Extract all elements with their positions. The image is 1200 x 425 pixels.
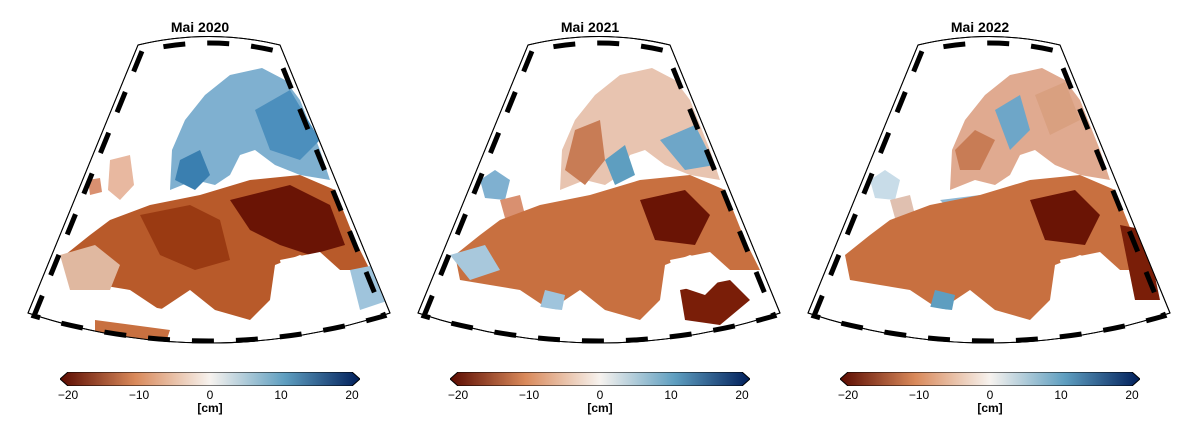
tick-label: −10 xyxy=(518,388,540,402)
colorbar xyxy=(840,372,1140,386)
panel-title: Mai 2020 xyxy=(170,19,230,35)
tick-label: −20 xyxy=(837,388,859,402)
tick-label: 10 xyxy=(664,388,678,402)
panel-title: Mai 2021 xyxy=(560,19,620,35)
colorbar-ticks: −20 −10 0 10 20 xyxy=(57,388,360,402)
map-panel-2021: Mai 2021 xyxy=(390,0,790,425)
colorbar xyxy=(450,372,750,386)
tick-label: 20 xyxy=(1125,388,1139,402)
anomaly-map xyxy=(27,36,391,344)
tick-label: 20 xyxy=(735,388,749,402)
panel-title: Mai 2022 xyxy=(950,19,1010,35)
tick-label: −20 xyxy=(447,388,469,402)
tick-label: −10 xyxy=(908,388,930,402)
anomaly-map xyxy=(417,36,781,344)
tick-label: −20 xyxy=(57,388,79,402)
colorbar-unit: [cm] xyxy=(587,401,613,415)
anomaly-field xyxy=(845,68,1160,328)
tick-label: 20 xyxy=(345,388,359,402)
tick-label: 0 xyxy=(596,388,604,402)
colorbar xyxy=(60,372,360,386)
tick-label: −10 xyxy=(128,388,150,402)
map-panel-2022: Mai 2022 xyxy=(780,0,1180,425)
colorbar-unit: [cm] xyxy=(197,401,223,415)
colorbar-ticks: −20 −10 0 10 20 xyxy=(837,388,1140,402)
colorbar-unit: [cm] xyxy=(977,401,1003,415)
map-panel-2020: Mai 2020 xyxy=(0,0,400,425)
tick-label: 0 xyxy=(986,388,994,402)
anomaly-field xyxy=(450,68,760,328)
anomaly-map xyxy=(807,36,1171,344)
tick-label: 10 xyxy=(274,388,288,402)
tick-label: 0 xyxy=(206,388,214,402)
anomaly-field xyxy=(60,68,390,343)
tick-label: 10 xyxy=(1054,388,1068,402)
colorbar-ticks: −20 −10 0 10 20 xyxy=(447,388,750,402)
